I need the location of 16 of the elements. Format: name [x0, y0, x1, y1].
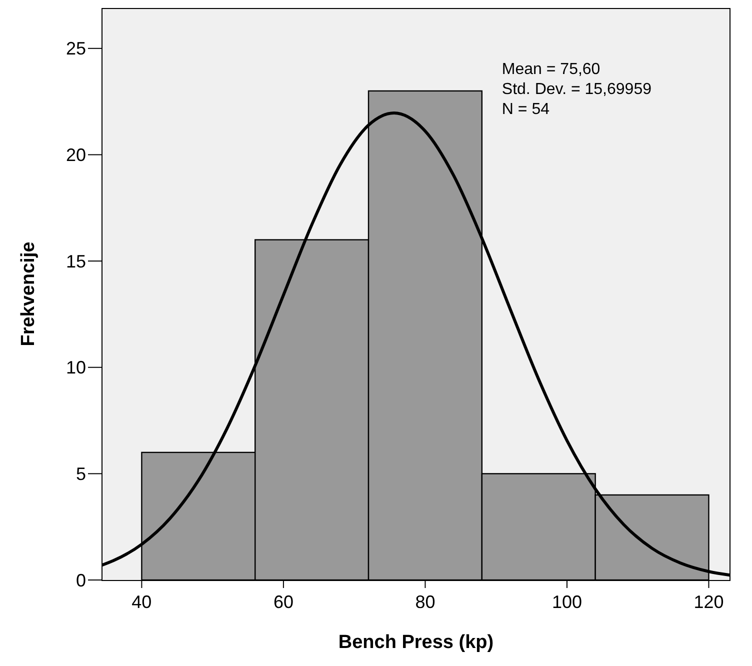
y-axis-title: Frekvencije: [18, 242, 39, 346]
x-tick-label: 120: [694, 592, 724, 612]
y-tick-label: 15: [66, 251, 86, 272]
annotation: N = 54: [502, 101, 550, 118]
y-tick-label: 25: [66, 38, 86, 59]
annotation: Std. Dev. = 15,69959: [502, 81, 652, 98]
y-tick-label: 20: [66, 145, 86, 166]
y-tick-label: 5: [76, 464, 86, 484]
x-tick-label: 80: [415, 592, 436, 612]
x-tick-label: 100: [552, 592, 582, 612]
annotation: Mean = 75,60: [502, 61, 600, 78]
y-tick-label: 10: [66, 358, 86, 378]
x-axis-title: Bench Press (kp): [338, 632, 494, 653]
x-tick-label: 40: [132, 592, 152, 612]
x-tick-label: 60: [273, 592, 294, 612]
y-tick-label: 0: [76, 570, 86, 590]
